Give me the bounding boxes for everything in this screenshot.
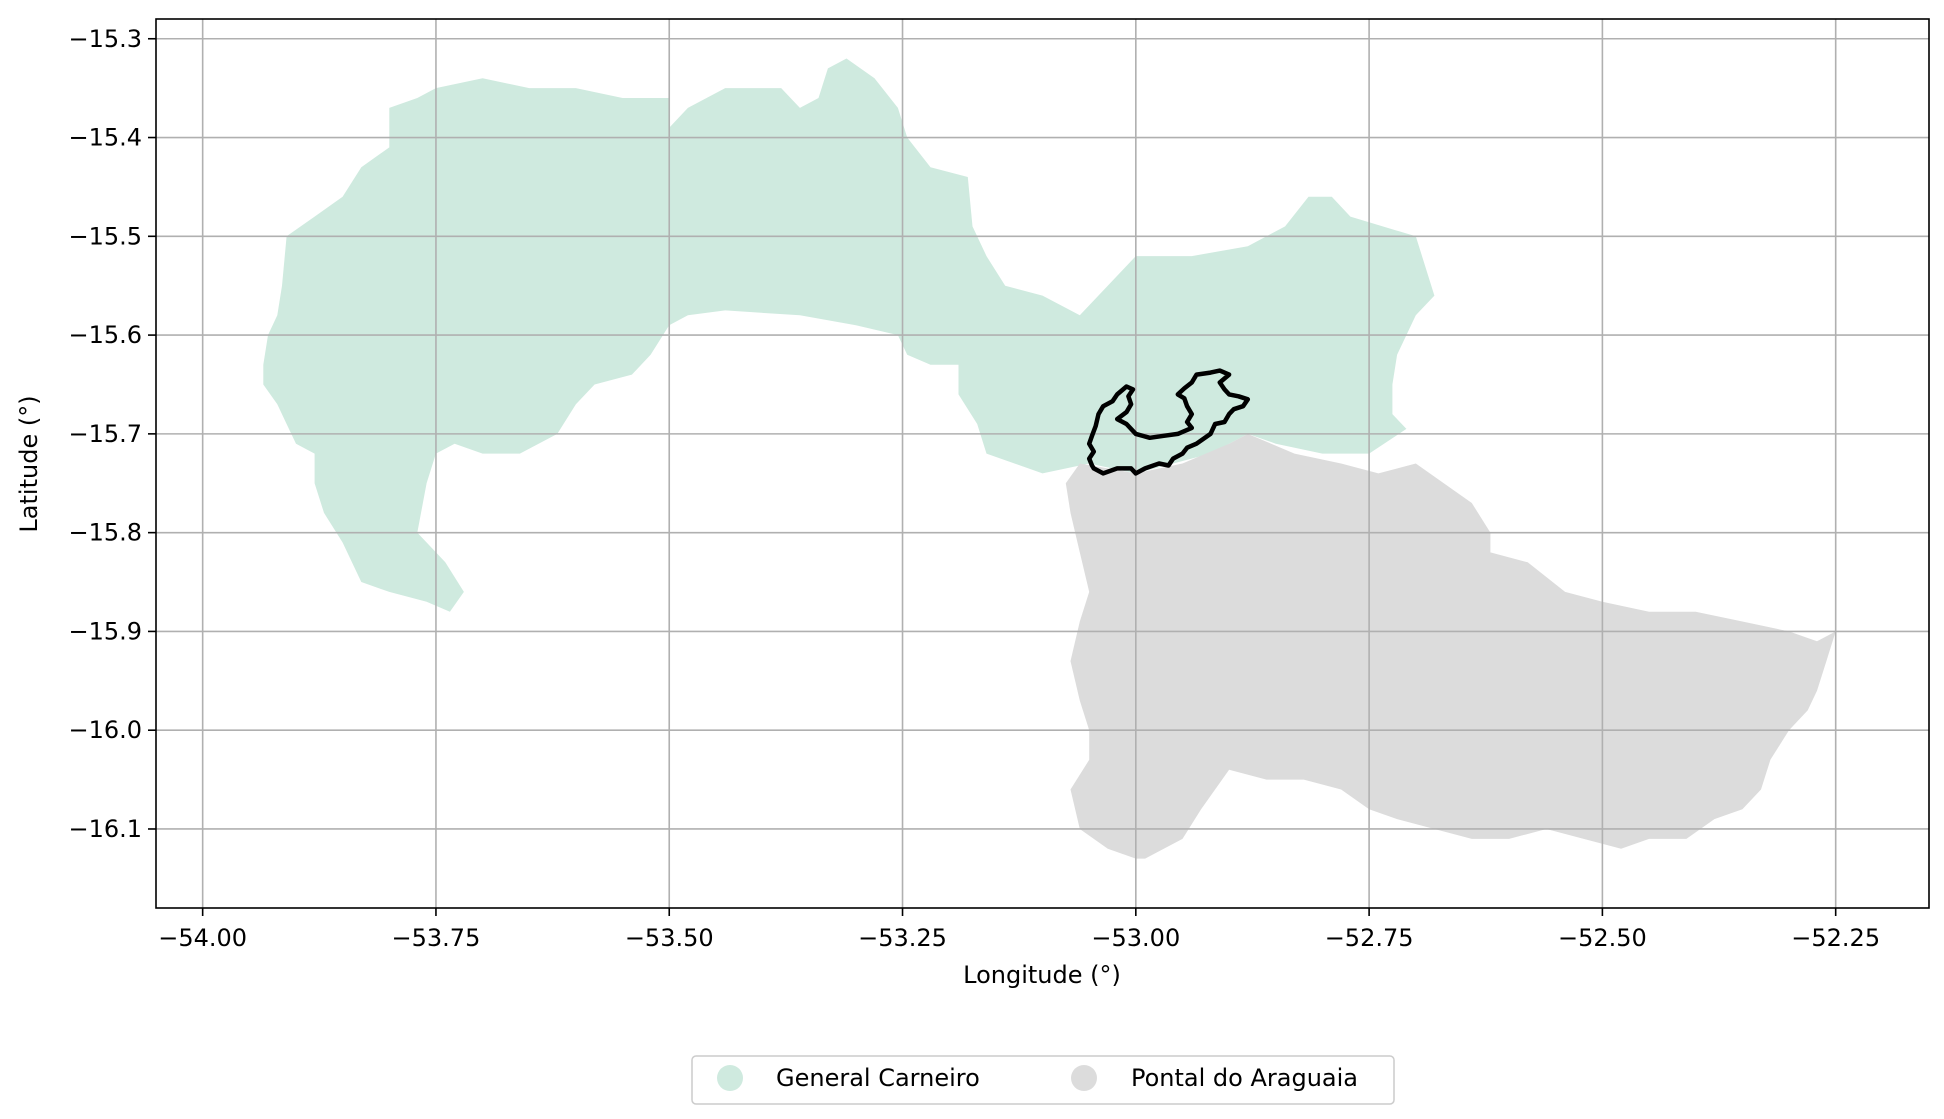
x-axis-ticks: −54.00 −53.75 −53.50 −53.25 −53.00 −52.75 −52.… <box>158 908 1880 952</box>
y-axis-title: Latitude (°) <box>15 395 43 532</box>
regions-layer <box>263 58 1836 859</box>
y-tick-label: −15.9 <box>68 617 142 645</box>
highlight-outline-layer <box>1086 368 1251 476</box>
y-tick-label: −15.4 <box>68 124 142 152</box>
y-tick-label: −16.0 <box>68 716 142 744</box>
y-tick-label: −15.8 <box>68 519 142 547</box>
legend-swatch-general-carneiro <box>717 1065 743 1091</box>
legend-box <box>691 1055 1395 1105</box>
x-tick-label: −53.50 <box>625 924 714 952</box>
y-tick-label: −15.7 <box>68 420 142 448</box>
x-tick-label: −53.25 <box>858 924 947 952</box>
x-tick-label: −52.50 <box>1558 924 1647 952</box>
legend-label-pontal-do-araguaia: Pontal do Araguaia <box>1131 1064 1358 1092</box>
x-tick-label: −52.25 <box>1791 924 1880 952</box>
highlight-outline <box>1086 368 1251 476</box>
legend: General Carneiro Pontal do Araguaia <box>691 1055 1395 1105</box>
plot-frame <box>155 18 1930 909</box>
region-pontal-do-araguaia <box>1065 433 1836 859</box>
y-axis-ticks: −15.3 −15.4 −15.5 −15.6 −15.7 −15.8 −15.9 −16.0… <box>68 25 156 843</box>
x-axis-title: Longitude (°) <box>963 961 1121 989</box>
y-tick-label: −15.3 <box>68 25 142 53</box>
x-tick-label: −53.00 <box>1091 924 1180 952</box>
y-tick-label: −16.1 <box>68 815 142 843</box>
x-tick-label: −53.75 <box>392 924 481 952</box>
region-general-carneiro <box>263 58 1435 612</box>
grid-lines <box>156 19 1929 908</box>
y-tick-label: −15.6 <box>68 321 142 349</box>
legend-swatch-pontal-do-araguaia <box>1071 1065 1097 1091</box>
legend-label-general-carneiro: General Carneiro <box>776 1064 980 1092</box>
x-tick-label: −52.75 <box>1325 924 1414 952</box>
y-tick-label: −15.5 <box>68 222 142 250</box>
x-tick-label: −54.00 <box>158 924 247 952</box>
